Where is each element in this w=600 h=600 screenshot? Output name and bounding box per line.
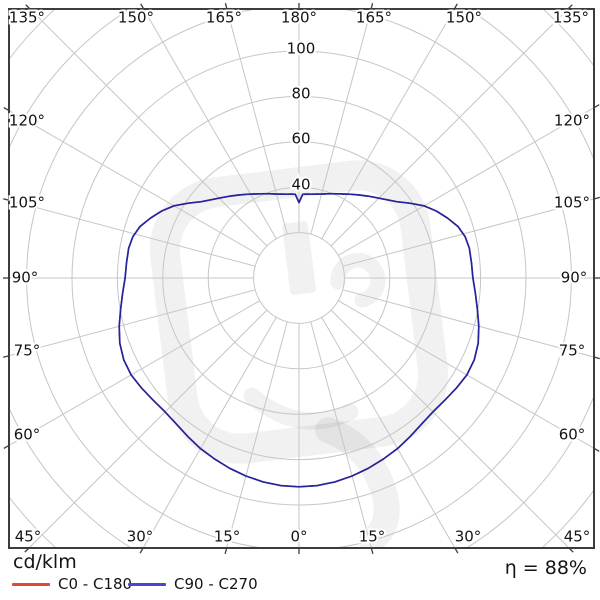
angle-label: 120° [554, 111, 590, 129]
grid-spoke [310, 321, 372, 548]
angle-label: 165° [206, 8, 242, 26]
angle-label: 0° [290, 527, 307, 545]
grid-spoke [226, 9, 288, 235]
angle-label: 75° [559, 341, 586, 359]
angle-label: 45° [15, 527, 42, 545]
units-label: cd/klm [13, 551, 77, 573]
angle-label: 120° [9, 111, 45, 129]
watermark-hook [330, 252, 386, 308]
grid-spoke [9, 199, 256, 267]
angle-tick [24, 547, 30, 553]
grid-spoke [9, 289, 256, 357]
grid-spoke [143, 9, 277, 239]
angle-label: 45° [564, 527, 591, 545]
grid-spoke [226, 321, 288, 548]
angle-label: 150° [118, 8, 154, 26]
angle-tick [593, 104, 600, 109]
grid-spoke [342, 198, 594, 267]
watermark-tail [315, 417, 400, 548]
ring-value-label: 60 [291, 129, 310, 147]
legend-item-c0-c180: C0 - C180 [12, 575, 132, 593]
angle-label: 105° [9, 193, 45, 211]
ring-value-label: 80 [291, 84, 310, 102]
angle-tick [25, 4, 31, 10]
angle-label: 165° [356, 8, 392, 26]
angle-tick [3, 198, 10, 201]
angle-tick [3, 355, 10, 358]
grid-spoke [321, 317, 456, 548]
grid-spoke [9, 300, 260, 447]
watermark-rounded-square [149, 160, 449, 464]
ring-value-label: 40 [291, 175, 310, 193]
watermark-bar [282, 221, 316, 295]
angle-tick [593, 447, 600, 452]
angle-tick [568, 547, 574, 553]
angle-label: 135° [9, 8, 45, 26]
angle-tick [3, 444, 10, 449]
legend-label: C90 - C270 [174, 575, 258, 593]
grid-labels: 135° 150° 165° 180° 165° 150° 135° 120° 105° 90° 7… [7, 6, 592, 547]
angle-label: 90° [12, 268, 39, 286]
angle-tick [453, 3, 458, 10]
angle-tick [224, 3, 228, 10]
grid-spoke [28, 309, 268, 548]
watermark-logo [149, 160, 449, 548]
angle-tick [593, 196, 600, 200]
angle-label: 60° [559, 425, 586, 443]
angle-label: 15° [214, 527, 241, 545]
angle-label: 60° [14, 425, 41, 443]
ring-value-label: 100 [287, 39, 316, 57]
angle-tick [3, 107, 10, 112]
angle-label: 15° [359, 527, 386, 545]
legend-item-c90-c270: C90 - C270 [128, 575, 258, 593]
angle-label: 105° [554, 193, 590, 211]
angle-tick [224, 547, 228, 554]
grid-spoke [338, 300, 594, 449]
angle-tick [454, 547, 459, 554]
angle-label: 30° [455, 527, 482, 545]
efficiency-value: η = 88% [504, 557, 587, 579]
grid-spoke [29, 9, 268, 247]
angle-label: 75° [14, 341, 41, 359]
angle-tick [140, 3, 145, 10]
angle-tick [593, 356, 600, 360]
grid-spoke [330, 309, 570, 548]
angle-label: 90° [561, 268, 588, 286]
legend-swatch-red [12, 582, 50, 586]
grid-spoke [9, 109, 260, 256]
grid-spoke [342, 289, 594, 358]
angle-tick [370, 547, 374, 554]
angle-label: 135° [553, 8, 589, 26]
angle-ticks [3, 3, 600, 554]
grid-spoke [330, 9, 569, 247]
angle-label: 30° [127, 527, 154, 545]
curves [118, 192, 480, 488]
angle-tick [370, 3, 374, 10]
angle-label: 150° [446, 8, 482, 26]
angle-label: 180° [281, 8, 317, 26]
angle-tick [567, 4, 573, 10]
angle-tick [139, 547, 144, 554]
legend-label: C0 - C180 [58, 575, 133, 593]
grid-spoke [310, 9, 372, 235]
legend-swatch-blue [128, 582, 166, 586]
curve-c90-c270 [118, 192, 480, 488]
watermark-smile [243, 387, 359, 430]
grid-spoke [142, 317, 277, 548]
grid-spoke [321, 9, 455, 239]
grid-spoke [338, 107, 594, 256]
